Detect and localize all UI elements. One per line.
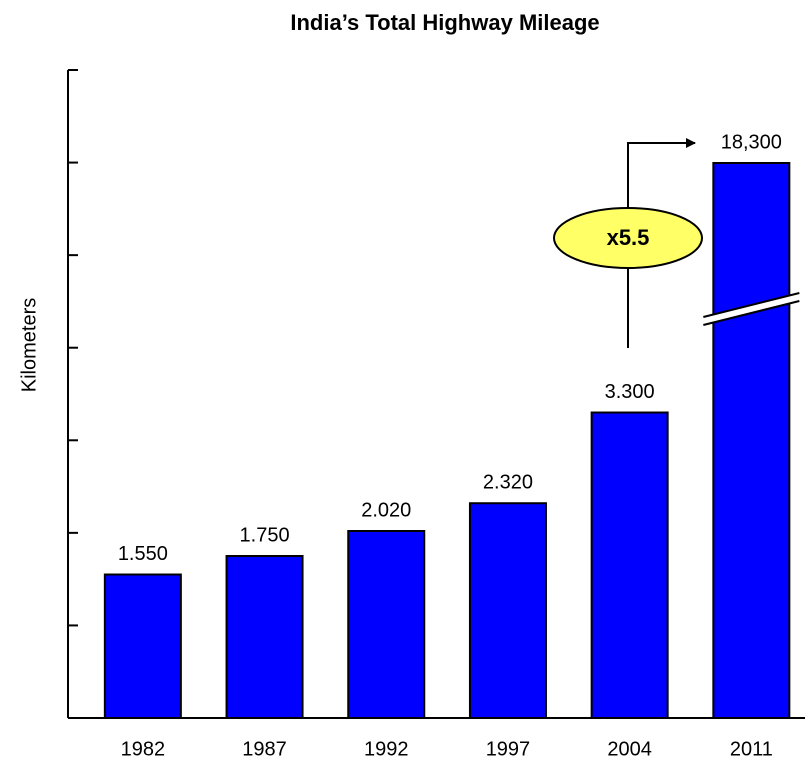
bar <box>225 555 304 719</box>
x-tick-label: 2011 <box>730 738 773 760</box>
chart-title: India’s Total Highway Mileage <box>290 10 599 35</box>
x-tick-label: 1982 <box>121 738 166 760</box>
x-tick-label: 1997 <box>486 738 531 760</box>
bar <box>590 411 669 719</box>
annotation-text: x5.5 <box>607 225 650 250</box>
axis-break <box>703 293 800 325</box>
axis-break-edge <box>703 300 800 326</box>
axis-break-edge <box>703 292 800 318</box>
x-tick-label: 1987 <box>242 738 287 760</box>
value-label: 2.020 <box>361 499 411 521</box>
bar <box>347 530 426 720</box>
value-label: 3.300 <box>605 381 655 403</box>
value-label: 1.550 <box>118 543 168 565</box>
value-label: 1.750 <box>240 524 290 546</box>
bar <box>468 502 547 719</box>
value-label: 2.320 <box>483 472 533 494</box>
bar <box>712 162 791 719</box>
annotation-arrow <box>627 138 696 348</box>
bar <box>103 573 182 719</box>
y-axis-label: Kilometers <box>18 298 40 392</box>
value-label: 18,300 <box>721 131 782 153</box>
x-tick-label: 2004 <box>607 738 652 760</box>
annotation-bubble <box>553 207 703 269</box>
x-tick-label: 1992 <box>364 738 409 760</box>
